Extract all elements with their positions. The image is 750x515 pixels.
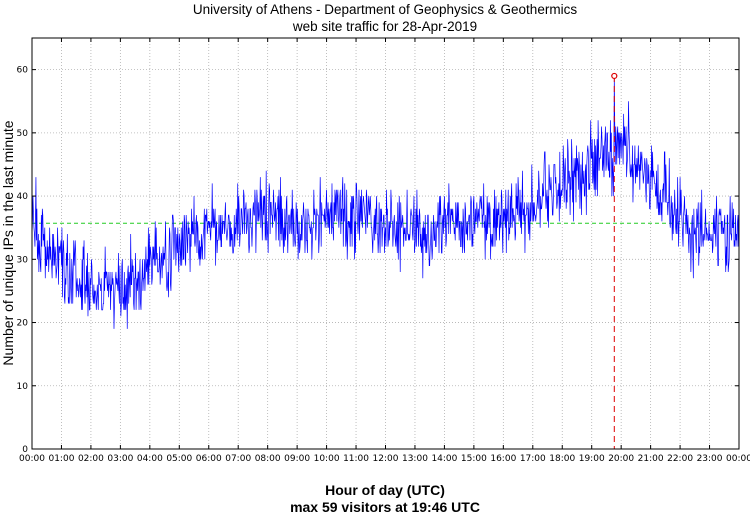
chart-title: University of Athens - Department of Geo… <box>193 2 577 17</box>
x-tick-label: 00:00 <box>19 454 45 464</box>
x-tick-label: 18:00 <box>549 454 575 464</box>
plot-area-frame <box>31 37 740 450</box>
x-tick-label: 03:00 <box>107 454 133 464</box>
x-tick-label: 08:00 <box>255 454 281 464</box>
x-tick-label: 02:00 <box>78 454 104 464</box>
x-tick-label: 16:00 <box>490 454 516 464</box>
y-tick-label: 50 <box>17 129 29 139</box>
x-tick-label: 17:00 <box>520 454 546 464</box>
x-tick-label: 10:00 <box>314 454 340 464</box>
x-tick-label: 11:00 <box>343 454 369 464</box>
x-tick-label: 13:00 <box>402 454 428 464</box>
y-tick-label: 0 <box>22 445 28 455</box>
x-tick-label: 09:00 <box>284 454 310 464</box>
x-tick-label: 07:00 <box>225 454 251 464</box>
x-tick-label: 22:00 <box>667 454 693 464</box>
x-tick-label: 04:00 <box>137 454 163 464</box>
y-axis-title: Number of unique IPs in the last minute <box>0 120 16 365</box>
y-axis-ticks: 0 10 20 30 40 50 60 <box>17 66 739 455</box>
grid-lines <box>32 38 739 449</box>
x-tick-label: 01:00 <box>48 454 74 464</box>
chart-subtitle: web site traffic for 28-Apr-2019 <box>292 19 477 34</box>
x-tick-label: 20:00 <box>608 454 634 464</box>
x-tick-label: 15:00 <box>461 454 487 464</box>
x-axis-title: Hour of day (UTC) <box>325 482 445 498</box>
y-tick-label: 10 <box>17 382 29 392</box>
max-annotation: max 59 visitors at 19:46 UTC <box>290 499 480 515</box>
max-marker-group <box>611 72 618 449</box>
x-axis-ticks: 00:00 01:00 02:00 03:00 04:00 05:00 06:00 07:00… <box>19 38 750 464</box>
x-tick-label: 05:00 <box>166 454 192 464</box>
series-group <box>31 75 740 329</box>
max-point <box>611 72 618 80</box>
traffic-series-line <box>31 75 740 329</box>
y-tick-label: 60 <box>17 66 29 76</box>
x-tick-label: 19:00 <box>579 454 605 464</box>
y-tick-label: 40 <box>17 192 29 202</box>
x-tick-label: 21:00 <box>638 454 664 464</box>
x-tick-label: 14:00 <box>431 454 457 464</box>
x-tick-label: 00:00 <box>726 454 750 464</box>
x-tick-label: 23:00 <box>697 454 723 464</box>
y-tick-label: 20 <box>17 319 29 329</box>
x-tick-label: 06:00 <box>196 454 222 464</box>
y-tick-label: 30 <box>17 255 29 265</box>
x-tick-label: 12:00 <box>373 454 399 464</box>
